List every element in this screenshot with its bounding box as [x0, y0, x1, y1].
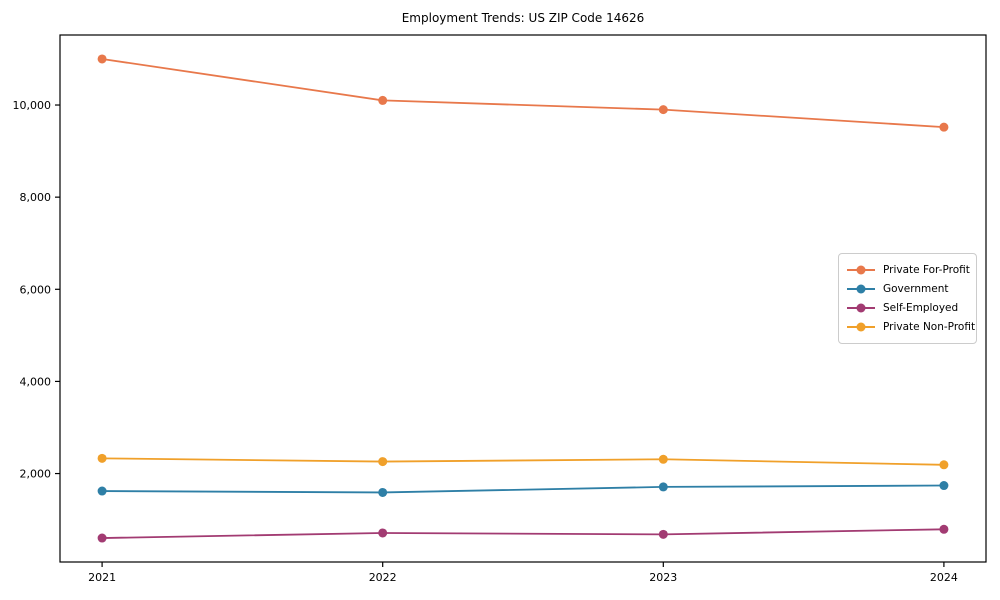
data-point-self-employed: [378, 528, 388, 538]
series-line-private-non-profit: [102, 457, 944, 466]
series-line-self-employed: [102, 528, 944, 539]
data-point-private-non-profit: [658, 454, 668, 464]
series-line-government: [102, 484, 944, 494]
x-tick-label: 2024: [930, 571, 958, 584]
legend-marker-dot: [856, 265, 866, 275]
data-point-self-employed: [658, 529, 668, 539]
legend-label: Private Non-Profit: [883, 321, 976, 333]
legend-marker-line: [847, 303, 875, 313]
legend-item: Self-Employed: [847, 299, 968, 317]
y-tick-label: 8,000: [20, 191, 52, 204]
y-tick-label: 2,000: [20, 468, 52, 481]
legend-label: Government: [883, 283, 949, 295]
series-line-private-for-profit: [101, 58, 944, 129]
legend-item: Private Non-Profit: [847, 318, 975, 336]
legend-marker-line: [847, 265, 875, 275]
data-point-self-employed: [939, 524, 949, 534]
legend-item: Private For-Profit: [847, 261, 970, 279]
x-tick-label: 2023: [649, 571, 677, 584]
legend-marker-line: [847, 322, 875, 332]
y-tick-label: 4,000: [20, 375, 52, 388]
chart-title: Employment Trends: US ZIP Code 14626: [401, 11, 645, 25]
y-tick-label: 10,000: [13, 99, 52, 112]
x-tick-label: 2022: [369, 571, 397, 584]
legend-label: Self-Employed: [883, 302, 959, 314]
data-point-private-for-profit: [378, 95, 388, 105]
data-point-government: [939, 481, 949, 491]
data-point-private-non-profit: [378, 457, 388, 467]
legend-marker-dot: [856, 284, 866, 294]
legend-marker-dot: [856, 303, 866, 313]
data-point-government: [97, 486, 107, 496]
plot-frame: [59, 34, 987, 563]
data-point-private-for-profit: [97, 54, 107, 64]
legend: Private For-Profit Government Self-Emplo…: [838, 253, 977, 344]
data-point-private-non-profit: [939, 460, 949, 470]
data-point-self-employed: [97, 533, 107, 543]
legend-label: Private For-Profit: [883, 264, 970, 276]
data-point-government: [378, 487, 388, 497]
data-point-government: [658, 482, 668, 492]
x-tick-label: 2021: [88, 571, 116, 584]
legend-item: Government: [847, 280, 968, 298]
y-tick-label: 6,000: [20, 283, 52, 296]
data-point-private-for-profit: [658, 105, 668, 115]
data-point-private-for-profit: [939, 122, 949, 132]
legend-marker-dot: [856, 322, 866, 332]
data-point-private-non-profit: [97, 453, 107, 463]
legend-marker-line: [847, 284, 875, 294]
